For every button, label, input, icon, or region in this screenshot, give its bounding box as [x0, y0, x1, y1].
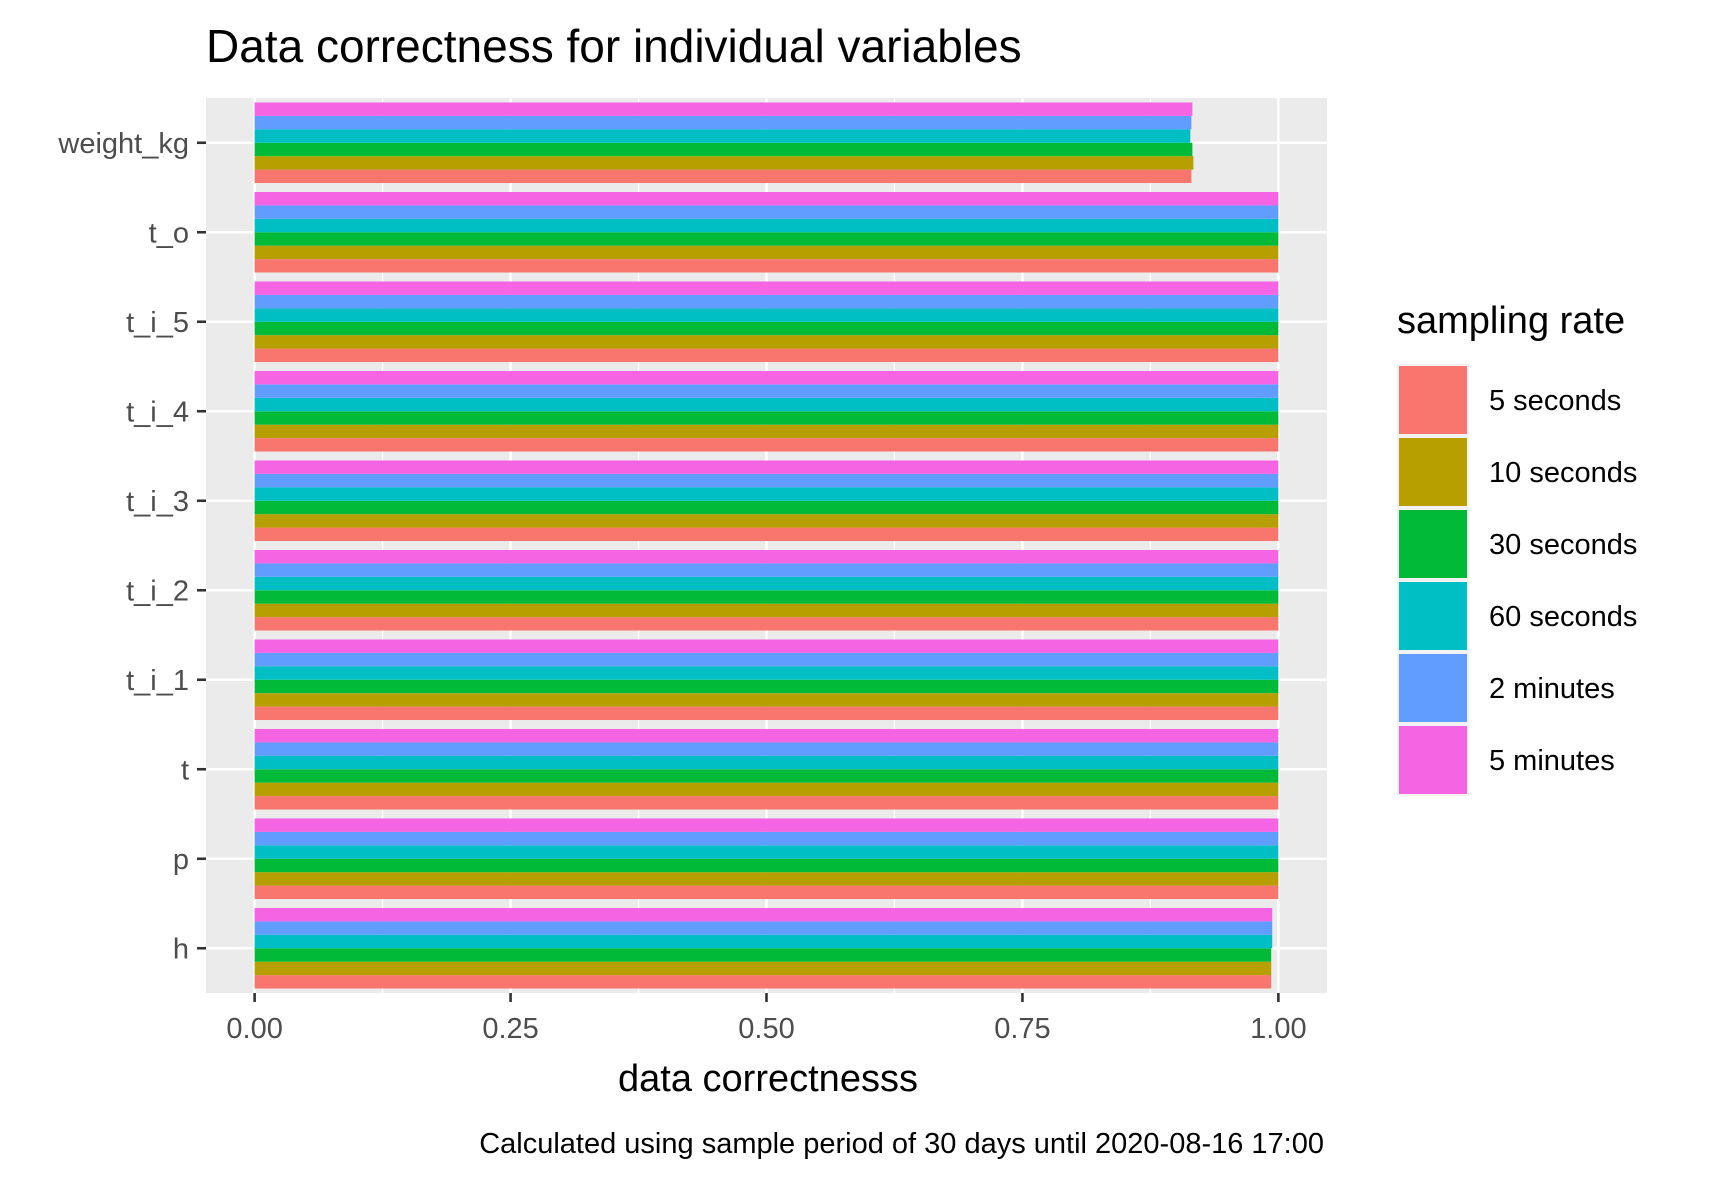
bar-t_i_1-5-seconds [254, 706, 1279, 721]
legend-swatch [1399, 726, 1467, 794]
bar-t_o-5-minutes [254, 191, 1279, 206]
bar-t_i_1-5-minutes [254, 639, 1279, 653]
y-axis: h p t t_i_1 t_i_2 t_i_3 t_i_4 t_i_5 t_o weight_kg [57, 128, 206, 965]
bar-p-5-seconds [254, 885, 1279, 900]
bar-t_i_1-10-seconds [254, 693, 1279, 707]
bar-p-10-seconds [254, 872, 1279, 886]
bar-t_i_1-60-seconds [254, 666, 1279, 680]
bar-t_o-5-seconds [254, 259, 1279, 273]
bar-h-30-seconds [254, 948, 1272, 962]
legend-label: 10 seconds [1489, 457, 1637, 489]
bar-t_i_5-30-seconds [254, 321, 1279, 336]
legend-swatch [1399, 366, 1467, 434]
bar-t-10-seconds [254, 782, 1279, 797]
bar-h-10-seconds [254, 961, 1272, 976]
x-axis-title: data correctnesss [618, 1058, 918, 1100]
bar-t_i_4-10-seconds [254, 424, 1279, 439]
bar-t_i_3-60-seconds [254, 487, 1279, 501]
bar-t_o-10-seconds [254, 245, 1279, 260]
bar-t-5-seconds [254, 796, 1279, 810]
bar-weight_kg-30-seconds [254, 142, 1193, 157]
bar-p-60-seconds [254, 845, 1279, 859]
bar-t_i_2-5-seconds [254, 617, 1279, 631]
bar-t_o-60-seconds [254, 218, 1279, 233]
x-tick-label: 0.50 [738, 1013, 794, 1045]
bar-t_i_1-2-minutes [254, 652, 1279, 667]
bar-weight_kg-60-seconds [254, 129, 1191, 143]
bar-t_i_4-5-minutes [254, 370, 1279, 385]
legend-label: 5 minutes [1489, 745, 1615, 777]
bar-t_i_3-5-minutes [254, 460, 1279, 474]
bar-t_i_2-10-seconds [254, 603, 1279, 618]
bar-p-30-seconds [254, 858, 1279, 873]
bar-t_i_3-30-seconds [254, 500, 1279, 515]
bar-h-5-seconds [254, 975, 1272, 989]
bar-t_i_1-30-seconds [254, 679, 1279, 694]
y-tick-label: t [181, 754, 189, 786]
bar-weight_kg-5-minutes [254, 102, 1193, 116]
legend-swatch [1399, 510, 1467, 578]
x-tick-label: 0.00 [226, 1013, 282, 1045]
legend-swatch [1399, 582, 1467, 650]
bar-weight_kg-2-minutes [254, 115, 1192, 130]
bar-h-5-minutes [254, 907, 1273, 922]
bar-t_i_3-10-seconds [254, 514, 1279, 528]
legend-swatch [1399, 654, 1467, 722]
bar-t_i_4-2-minutes [254, 384, 1279, 398]
bar-t_i_3-5-seconds [254, 527, 1279, 542]
bar-weight_kg-10-seconds [254, 156, 1194, 170]
bar-t-30-seconds [254, 769, 1279, 783]
bar-t-2-minutes [254, 742, 1279, 756]
legend-title: sampling rate [1397, 300, 1625, 342]
y-tick-label: weight_kg [57, 128, 189, 160]
bar-p-2-minutes [254, 831, 1279, 846]
legend-label: 60 seconds [1489, 601, 1637, 633]
bar-t_i_2-60-seconds [254, 576, 1279, 591]
bar-t_i_4-5-seconds [254, 438, 1279, 452]
bar-t_i_4-60-seconds [254, 397, 1279, 412]
x-tick-label: 1.00 [1250, 1013, 1306, 1045]
legend-label: 2 minutes [1489, 673, 1615, 705]
bar-t_o-2-minutes [254, 205, 1279, 219]
bar-h-60-seconds [254, 934, 1273, 949]
y-tick-label: h [173, 933, 189, 965]
legend-label: 5 seconds [1489, 385, 1621, 417]
bar-t_o-30-seconds [254, 232, 1279, 246]
bar-h-2-minutes [254, 921, 1273, 935]
bar-t_i_2-5-minutes [254, 549, 1279, 564]
y-tick-label: t_i_4 [126, 396, 189, 428]
bar-weight_kg-5-seconds [254, 169, 1192, 184]
bar-t_i_4-30-seconds [254, 411, 1279, 425]
legend-swatch [1399, 438, 1467, 506]
y-tick-label: t_o [149, 217, 189, 249]
bar-t_i_5-5-seconds [254, 348, 1279, 363]
y-tick-label: p [173, 844, 189, 876]
x-axis: 0.00 0.25 0.50 0.75 1.00 [226, 993, 1307, 1045]
chart-title: Data correctness for individual variable… [206, 20, 1022, 72]
bar-t-5-minutes [254, 728, 1279, 743]
chart-caption: Calculated using sample period of 30 day… [479, 1128, 1324, 1160]
legend: sampling rate 5 seconds 10 seconds 30 seco… [1397, 300, 1637, 796]
y-tick-label: t_i_1 [126, 665, 189, 697]
bar-t_i_2-30-seconds [254, 590, 1279, 604]
y-tick-label: t_i_2 [126, 575, 189, 607]
bar-t_i_5-10-seconds [254, 335, 1279, 349]
bar-p-5-minutes [254, 818, 1279, 832]
bar-t_i_5-2-minutes [254, 294, 1279, 309]
bars [254, 102, 1279, 989]
bar-t_i_5-60-seconds [254, 308, 1279, 322]
x-tick-label: 0.25 [482, 1013, 538, 1045]
y-tick-label: t_i_5 [126, 307, 189, 339]
bar-t_i_3-2-minutes [254, 473, 1279, 488]
x-tick-label: 0.75 [994, 1013, 1050, 1045]
legend-label: 30 seconds [1489, 529, 1637, 561]
bar-t-60-seconds [254, 755, 1279, 770]
bar-t_i_5-5-minutes [254, 281, 1279, 295]
bar-t_i_2-2-minutes [254, 563, 1279, 577]
y-tick-label: t_i_3 [126, 486, 189, 518]
